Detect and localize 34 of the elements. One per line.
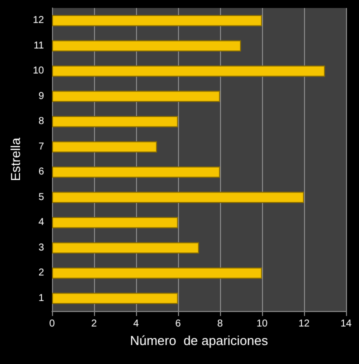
y-tick-label: 3: [38, 242, 44, 254]
y-tick-label: 1: [38, 292, 44, 304]
bar: [52, 242, 199, 254]
y-tick-label: 5: [38, 192, 44, 203]
y-tick-label: 6: [38, 166, 44, 178]
x-tick-label: 14: [340, 318, 352, 330]
x-tick-label: 0: [49, 318, 56, 330]
bar: [52, 292, 178, 304]
bar: [52, 40, 241, 52]
bar: [52, 65, 325, 77]
x-tick-label: 2: [91, 318, 98, 330]
x-tick-label: 4: [133, 318, 140, 330]
bar: [52, 141, 157, 153]
x-tick-label: 10: [256, 318, 268, 330]
y-tick-label: 7: [38, 141, 44, 152]
y-tick-label: 10: [32, 66, 44, 77]
x-axis-title: Número de apariciones: [130, 332, 268, 348]
bar: [52, 267, 262, 279]
bar: [52, 116, 178, 128]
y-tick-label: 12: [32, 15, 44, 26]
y-axis-title: Estrella: [8, 137, 23, 182]
x-tick-label: 12: [298, 318, 310, 330]
y-tick-label: 8: [38, 116, 44, 128]
bar: [52, 192, 304, 204]
bar: [52, 14, 262, 26]
bar: [52, 90, 220, 102]
x-tick-label: 6: [175, 318, 182, 330]
bar: [52, 166, 220, 178]
y-tick-label: 4: [38, 217, 44, 228]
bar: [52, 216, 178, 228]
x-tick-label: 8: [217, 318, 224, 330]
y-tick-label: 11: [34, 40, 44, 52]
y-tick-label: 2: [38, 268, 44, 279]
y-tick-label: 9: [38, 90, 44, 102]
